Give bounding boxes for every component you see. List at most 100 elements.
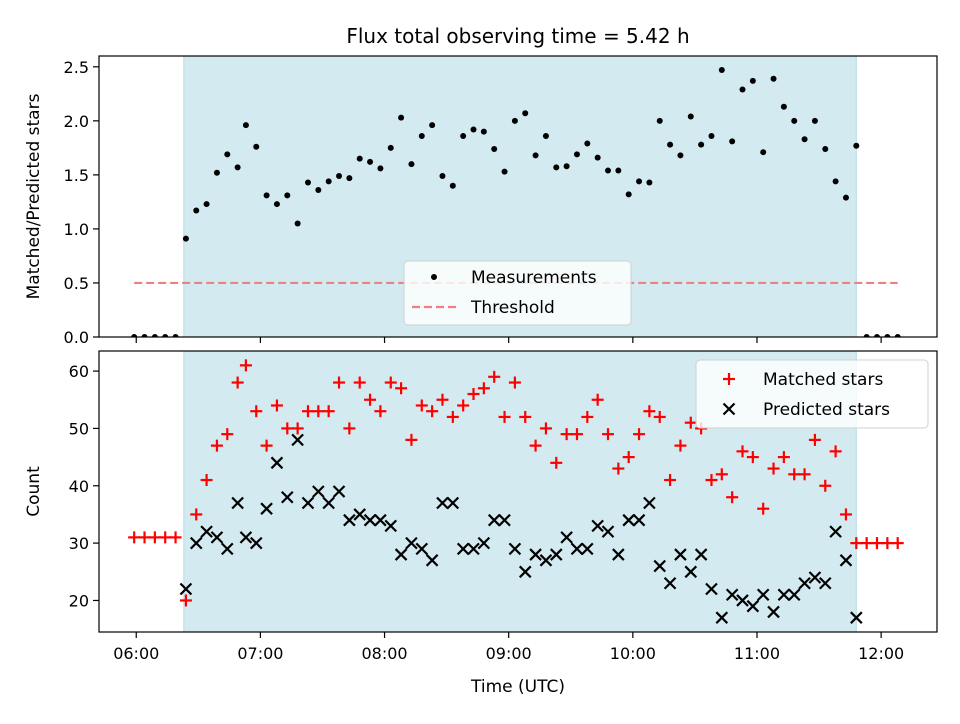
predicted-stars-point [612,548,625,561]
measurement-point [605,167,612,174]
predicted-stars-mark-b [705,582,718,596]
predicted-stars-mark-b [394,548,408,561]
predicted-stars-point [301,496,315,510]
measurement-point [242,122,249,129]
predicted-stars-mark-b [808,571,822,584]
measurement-point [449,182,456,189]
plot-marks [131,67,901,337]
matched-stars-point [322,405,335,418]
matched-stars-point [353,376,366,389]
predicted-stars-mark-b [249,536,263,550]
predicted-stars-point [777,588,791,602]
predicted-stars-point [839,554,853,567]
measurement-point [141,334,148,337]
y-tick-label: 40 [69,477,89,496]
matched-stars-point [291,422,304,435]
legend-measurements-label: Measurements [471,268,597,288]
x-tick-label: 12:00 [858,644,904,663]
predicted-stars-point [405,536,418,550]
predicted-stars-point [200,525,213,538]
measurement-point [387,144,394,151]
matched-stars-point [808,433,821,446]
measurement-point [615,167,622,174]
measurement-point [573,151,580,158]
matched-stars-point [674,439,687,452]
matched-stars-point [138,531,151,544]
predicted-stars-point [260,502,273,515]
predicted-stars-mark-b [415,542,429,556]
measurement-point [584,140,591,147]
predicted-stars-mark-b [467,542,480,556]
predicted-stars-mark-b [343,513,356,527]
predicted-stars-point [684,565,698,579]
predicted-stars-point [446,496,460,510]
measurement-point [193,207,200,214]
measurement-point [884,334,891,337]
measurement-point [294,220,301,227]
measurement-point [563,163,570,170]
measurement-point [213,169,220,176]
predicted-stars-point [508,542,522,556]
predicted-stars-point [643,496,656,510]
predicted-stars-point [374,513,387,527]
predicted-stars-point [622,513,635,527]
measurement-point [418,132,425,139]
predicted-stars-mark-b [518,565,532,579]
measurement-point [367,158,374,165]
matched-stars-point [653,410,666,423]
predicted-stars-point [581,542,594,556]
predicted-stars-mark-b [736,594,749,607]
predicted-stars-mark-b [353,508,366,521]
matched-stars-point [798,468,811,481]
predicted-stars-point [653,559,667,573]
predicted-stars-point [415,542,429,556]
measurement-point [667,141,674,148]
matched-stars-point [190,508,203,521]
predicted-stars-mark-b [332,485,346,498]
predicted-stars-mark-b [405,536,418,550]
measurement-point [346,175,353,182]
legend-box [695,359,929,429]
y-tick-label: 2.0 [64,112,89,131]
y-tick-label: 50 [69,419,89,438]
matched-stars-point [426,405,439,418]
measurement-point [263,192,270,199]
predicted-stars-point [539,554,553,567]
matched-stars-point [210,439,223,452]
matched-stars-point [436,393,449,406]
measurement-point [646,179,653,186]
predicted-stars-mark-b [260,502,273,515]
y-axis-label: Count [24,466,44,517]
chart-title: Flux total observing time = 5.42 h [346,24,689,48]
matched-stars-point [684,416,697,429]
matched-stars-point [591,393,604,406]
legend-predicted-label: Predicted stars [763,400,890,420]
predicted-stars-point [384,519,398,533]
measurement-point [853,142,860,149]
predicted-stars-mark-b [581,542,594,556]
measurement-point [224,151,231,158]
predicted-stars-mark-b [777,588,791,602]
measurement-point [656,117,663,124]
matched-stars-point [602,428,615,441]
y-tick-label: 60 [69,362,89,381]
matched-stars-point [860,537,873,550]
predicted-stars-point [363,513,377,527]
matched-stars-point [560,428,573,441]
measurement-point [780,103,787,110]
predicted-stars-point [353,508,366,521]
legend-box [403,260,632,326]
predicted-stars-mark-b [322,496,335,510]
predicted-stars-mark-b [601,525,615,538]
predicted-stars-point [787,588,801,602]
matched-stars-point [128,531,141,544]
measurement-point [511,117,518,124]
predicted-stars-point [674,548,687,561]
predicted-stars-point [249,536,263,550]
y-tick-label: 1.5 [64,166,89,185]
x-tick-label: 07:00 [237,644,283,663]
predicted-stars-mark-b [363,513,377,527]
matched-stars-point [301,405,314,418]
predicted-stars-mark-b [539,554,553,567]
legend: Measurements Threshold [403,260,632,326]
